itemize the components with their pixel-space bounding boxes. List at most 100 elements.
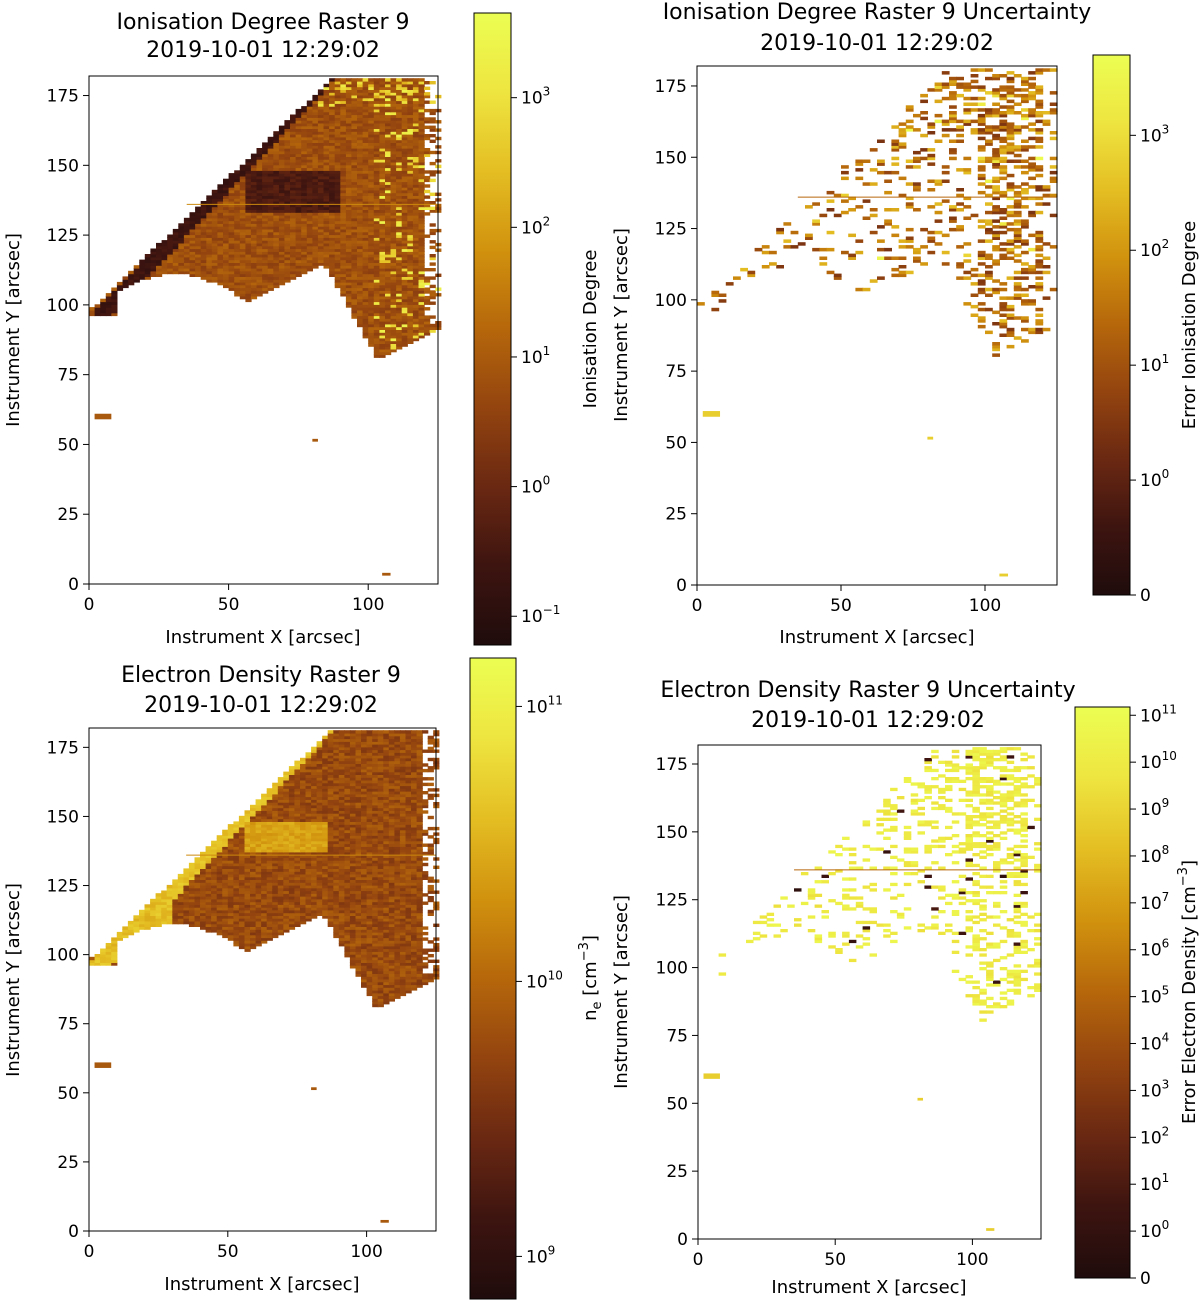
heatmap-cell: [424, 307, 431, 311]
heatmap-cell: [322, 909, 329, 914]
heatmap-cell: [344, 945, 351, 950]
heatmap-cell: [927, 205, 936, 209]
heatmap-cell: [250, 153, 258, 157]
heatmap-cell: [239, 195, 246, 199]
heatmap-cell: [373, 164, 380, 169]
heatmap-cell: [217, 262, 224, 266]
heatmap-cell: [172, 234, 179, 238]
heatmap-cell: [377, 898, 384, 903]
heatmap-cell: [357, 281, 364, 286]
heatmap-cell: [317, 242, 325, 247]
heatmap-cell: [396, 234, 403, 238]
heatmap-cell: [992, 111, 1000, 115]
heatmap-cell: [761, 245, 770, 249]
heatmap-cell: [1013, 316, 1022, 320]
heatmap-cell: [183, 887, 190, 892]
heatmap-cell: [1035, 119, 1044, 124]
heatmap-cell: [368, 103, 375, 107]
heatmap-cell: [424, 287, 431, 291]
heatmap-cell: [424, 148, 431, 152]
heatmap-cell: [357, 234, 364, 238]
heatmap-cell: [1042, 185, 1051, 189]
heatmap-cell: [290, 159, 297, 163]
heatmap-cell: [884, 208, 892, 212]
heatmap-cell: [1013, 148, 1022, 152]
heatmap-cell: [373, 318, 380, 322]
heatmap-cell: [278, 270, 286, 275]
heatmap-cell: [183, 254, 191, 258]
heatmap-cell: [290, 212, 297, 216]
heatmap-cell: [150, 909, 157, 914]
heatmap-cell: [1021, 242, 1029, 246]
heatmap-cell: [338, 887, 345, 892]
heatmap-cell: [999, 88, 1008, 92]
heatmap-cell: [345, 159, 353, 163]
heatmap-cell: [211, 203, 218, 208]
heatmap-cell: [362, 173, 369, 177]
heatmap-cell: [288, 909, 296, 914]
heatmap-cell: [362, 184, 369, 188]
heatmap-cell: [985, 179, 993, 183]
heatmap-cell: [329, 175, 336, 180]
heatmap-cell: [405, 904, 412, 908]
heatmap-cell: [368, 181, 375, 185]
heatmap-cell: [288, 898, 296, 903]
heatmap-cell: [211, 248, 218, 252]
heatmap-cell: [277, 904, 284, 908]
heatmap-cell: [250, 279, 258, 283]
heatmap-cell: [217, 189, 224, 194]
heatmap-cell: [963, 108, 972, 112]
heatmap-cell: [379, 181, 386, 185]
heatmap-cell: [312, 240, 319, 244]
heatmap-cell: [334, 167, 341, 171]
heatmap-cell: [377, 915, 384, 919]
heatmap-cell: [357, 220, 364, 224]
heatmap-cell: [401, 293, 408, 297]
heatmap-cell: [345, 145, 353, 149]
heatmap-cell: [394, 901, 401, 905]
heatmap-cell: [372, 973, 379, 977]
heatmap-cell: [205, 920, 212, 925]
heatmap-cell: [394, 907, 401, 911]
heatmap-cell: [1021, 225, 1029, 229]
heatmap-cell: [372, 907, 379, 911]
heatmap-cell: [227, 904, 234, 908]
heatmap-cell: [261, 898, 268, 903]
heatmap-cell: [295, 175, 302, 180]
heatmap-cell: [401, 117, 408, 121]
heatmap-cell: [401, 298, 408, 303]
heatmap-cell: [1006, 108, 1015, 112]
heatmap-cell: [267, 228, 274, 233]
heatmap-cell: [234, 242, 241, 247]
heatmap-cell: [977, 273, 986, 278]
heatmap-cell: [368, 226, 375, 230]
heatmap-cell: [366, 962, 373, 966]
heatmap-cell: [1006, 256, 1015, 260]
heatmap-cell: [216, 912, 223, 916]
heatmap-cell: [927, 250, 936, 255]
heatmap-cell: [1028, 122, 1036, 126]
heatmap-cell: [388, 934, 395, 939]
heatmap-cell: [183, 896, 190, 900]
heatmap-cell: [278, 125, 286, 129]
heatmap-cell: [412, 268, 420, 272]
heatmap-cell: [233, 912, 240, 916]
heatmap-cell: [278, 273, 286, 277]
heatmap-cell: [1035, 113, 1044, 118]
heatmap-cell: [357, 273, 364, 277]
heatmap-cell: [317, 164, 325, 169]
heatmap-cell: [255, 907, 262, 911]
heatmap-cell: [377, 896, 384, 900]
heatmap-cell: [167, 262, 174, 266]
heatmap-cell: [167, 234, 174, 238]
heatmap-cell: [300, 912, 307, 916]
heatmap-cell: [357, 270, 364, 275]
heatmap-cell: [362, 111, 369, 116]
heatmap-cell: [379, 348, 386, 353]
colorbar-tick-label: 103: [521, 85, 550, 109]
heatmap-cell: [277, 920, 284, 925]
heatmap-cell: [977, 168, 986, 172]
heatmap-cell: [340, 167, 347, 171]
heatmap-cell: [351, 195, 358, 199]
heatmap-cell: [368, 217, 375, 222]
